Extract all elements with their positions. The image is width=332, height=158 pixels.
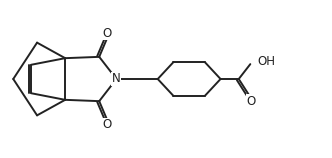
- Text: O: O: [102, 118, 112, 131]
- Text: N: N: [112, 73, 121, 85]
- Text: O: O: [102, 27, 112, 40]
- Text: OH: OH: [258, 55, 276, 68]
- Text: O: O: [246, 95, 256, 108]
